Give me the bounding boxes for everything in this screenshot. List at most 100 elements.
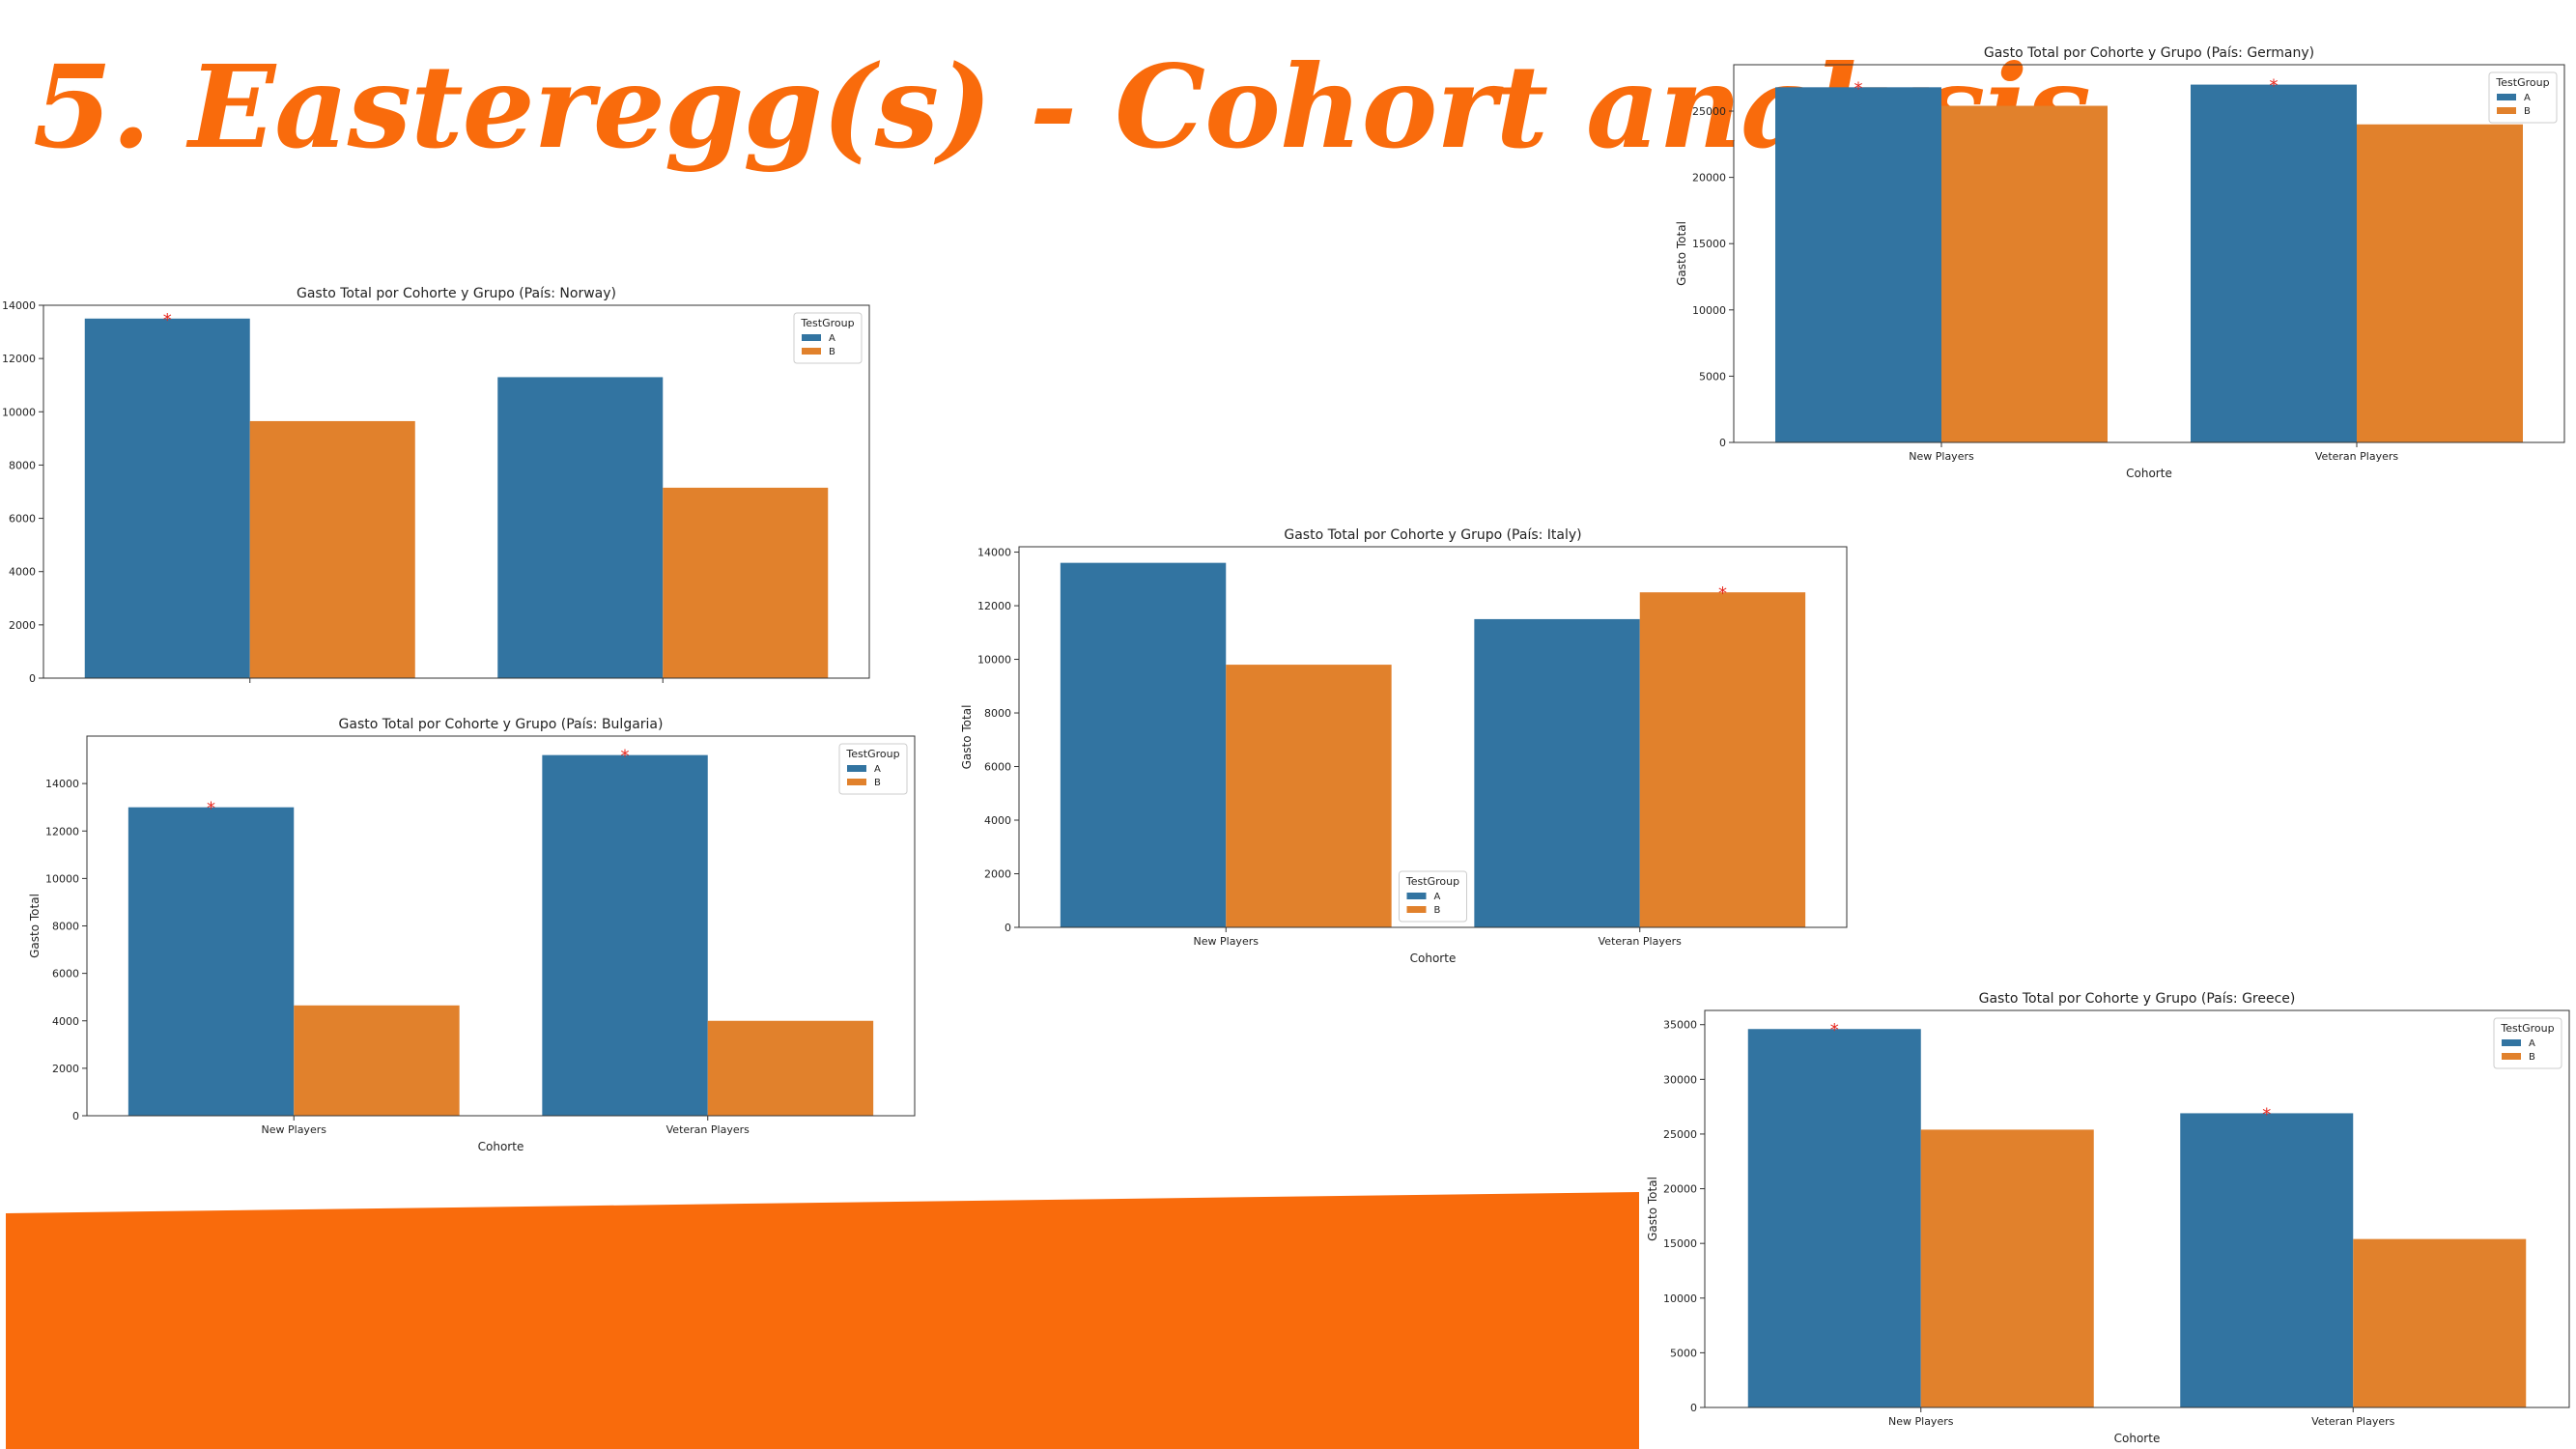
y-tick-label: 6000 — [52, 968, 79, 980]
x-axis-label: Cohorte — [478, 1140, 524, 1153]
legend-swatch-a — [802, 334, 821, 341]
x-tick-label: Veteran Players — [2311, 1415, 2394, 1428]
y-tick-label: 12000 — [977, 600, 1011, 612]
y-tick-label: 25000 — [1692, 105, 1726, 118]
y-tick-label: 0 — [1719, 437, 1726, 449]
legend-title: TestGroup — [1405, 875, 1459, 888]
y-tick-label: 5000 — [1670, 1347, 1697, 1359]
significance-star: * — [1830, 1020, 1839, 1040]
y-tick-label: 15000 — [1663, 1237, 1697, 1250]
y-axis-label: Gasto Total — [960, 705, 974, 770]
y-tick-label: 14000 — [2, 299, 36, 312]
significance-star: * — [1718, 583, 1727, 604]
plot-frame — [1704, 1009, 2570, 1408]
y-tick-label: 8000 — [984, 707, 1011, 720]
bar-b-1 — [1639, 592, 1806, 927]
x-tick-label: Veteran Players — [666, 1123, 750, 1136]
y-axis-label: Gasto Total — [28, 894, 42, 958]
bar-a-1 — [1474, 618, 1640, 927]
chart-title: Gasto Total por Cohorte y Grupo (País: G… — [1979, 991, 2296, 1007]
bar-a-0 — [1747, 1029, 1921, 1407]
legend-title: TestGroup — [845, 748, 899, 760]
x-axis-label: Cohorte — [2114, 1432, 2161, 1445]
y-tick-label: 12000 — [45, 825, 79, 838]
significance-star: * — [621, 747, 630, 767]
legend-label-b: B — [2529, 1052, 2535, 1063]
y-tick-label: 2000 — [52, 1063, 79, 1075]
chart-title: Gasto Total por Cohorte y Grupo (País: G… — [1984, 45, 2314, 61]
significance-star: * — [163, 310, 172, 330]
bar-a-1 — [497, 377, 664, 678]
x-tick-label: Veteran Players — [1599, 935, 1682, 948]
bar-a-0 — [1775, 87, 1941, 442]
y-tick-label: 20000 — [1692, 172, 1726, 185]
x-tick-label: Veteran Players — [2315, 450, 2398, 463]
chart-italy: Gasto Total por Cohorte y Grupo (País: I… — [960, 527, 1848, 965]
y-tick-label: 0 — [72, 1110, 79, 1122]
legend-label-a: A — [2524, 93, 2531, 103]
significance-star: * — [2270, 76, 2279, 97]
y-tick-label: 0 — [1005, 922, 1011, 934]
chart-title: Gasto Total por Cohorte y Grupo (País: I… — [1284, 527, 1581, 543]
y-tick-label: 0 — [29, 672, 36, 685]
y-tick-label: 10000 — [1663, 1293, 1697, 1305]
y-tick-label: 0 — [1690, 1402, 1697, 1414]
significance-star: * — [207, 799, 215, 819]
y-tick-label: 10000 — [977, 654, 1011, 667]
y-tick-label: 12000 — [2, 353, 36, 365]
legend-swatch-b — [802, 348, 821, 355]
y-tick-label: 2000 — [984, 868, 1011, 881]
bar-a-0 — [84, 318, 250, 678]
bar-b-0 — [294, 1005, 460, 1116]
y-tick-label: 10000 — [45, 872, 79, 885]
legend-swatch-b — [1406, 906, 1427, 913]
x-tick-label: New Players — [1194, 935, 1260, 948]
y-tick-label: 25000 — [1663, 1128, 1697, 1141]
x-tick-label: New Players — [262, 1123, 327, 1136]
slide-title: 5. Easteregg(s) - Cohort analysis — [33, 40, 2091, 174]
chart-title: Gasto Total por Cohorte y Grupo (País: N… — [297, 286, 616, 301]
bar-a-0 — [127, 807, 295, 1116]
legend-swatch-b — [847, 779, 866, 785]
y-tick-label: 30000 — [1663, 1073, 1697, 1086]
y-tick-label: 35000 — [1663, 1019, 1697, 1032]
bar-a-1 — [542, 754, 708, 1116]
y-tick-label: 4000 — [52, 1015, 79, 1028]
legend-swatch-a — [2497, 94, 2516, 100]
bar-b-0 — [1920, 1129, 2094, 1407]
bar-b-0 — [1226, 665, 1392, 927]
bar-a-1 — [2180, 1113, 2354, 1407]
y-tick-label: 10000 — [1692, 304, 1726, 317]
plot-frame — [1733, 64, 2565, 443]
plot-frame — [42, 304, 870, 679]
bar-b-1 — [2357, 124, 2523, 442]
chart-greece: Gasto Total por Cohorte y Grupo (País: G… — [1646, 991, 2570, 1445]
bar-b-1 — [707, 1020, 874, 1116]
x-axis-label: Cohorte — [1410, 952, 1457, 965]
y-tick-label: 8000 — [52, 921, 79, 933]
bar-a-1 — [2191, 84, 2357, 442]
y-tick-label: 6000 — [9, 513, 36, 526]
y-tick-label: 2000 — [9, 619, 36, 632]
legend-label-a: A — [2529, 1038, 2535, 1049]
legend-swatch-b — [2502, 1053, 2521, 1060]
y-tick-label: 5000 — [1699, 370, 1726, 383]
y-tick-label: 4000 — [9, 566, 36, 579]
bar-a-0 — [1060, 562, 1227, 927]
legend-label-a: A — [829, 333, 835, 344]
significance-star: * — [1854, 78, 1863, 99]
y-tick-label: 10000 — [2, 406, 36, 418]
y-tick-label: 6000 — [984, 761, 1011, 774]
x-tick-label: New Players — [1888, 1415, 1954, 1428]
legend-label-a: A — [874, 764, 881, 775]
y-tick-label: 14000 — [977, 547, 1011, 559]
y-tick-label: 20000 — [1663, 1183, 1697, 1196]
plot-frame — [1018, 546, 1848, 928]
legend-title: TestGroup — [800, 317, 854, 329]
y-axis-label: Gasto Total — [1646, 1177, 1659, 1241]
x-tick-label: New Players — [1909, 450, 1974, 463]
chart-bulgaria: Gasto Total por Cohorte y Grupo (País: B… — [28, 717, 916, 1153]
legend-title: TestGroup — [2500, 1022, 2554, 1035]
legend-label-b: B — [829, 347, 835, 357]
legend-swatch-a — [1406, 893, 1427, 899]
